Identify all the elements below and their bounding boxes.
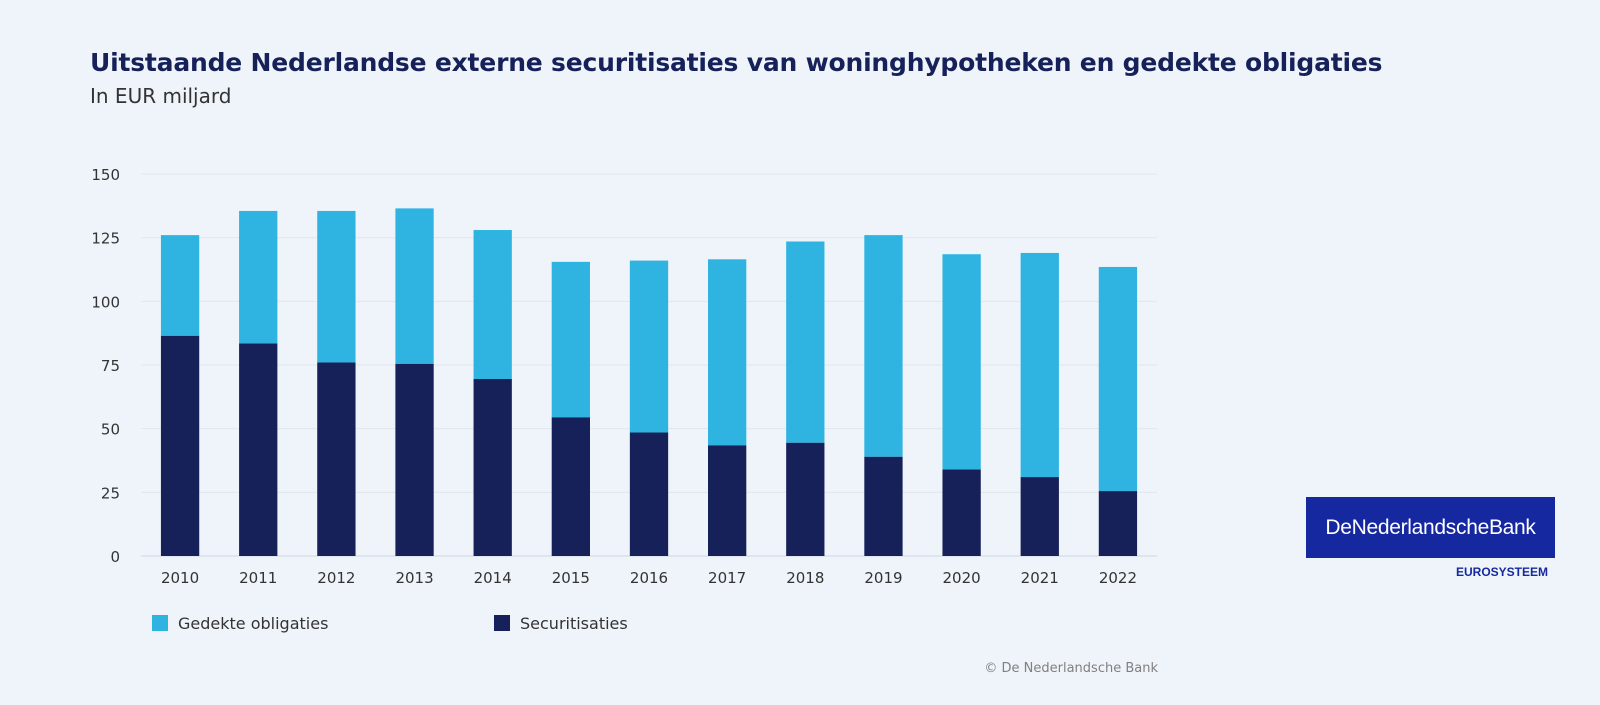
bar-gedekte-obligaties-2018 (786, 241, 825, 443)
x-tick-label-2022: 2022 (1099, 569, 1137, 587)
y-tick-label-25: 25 (101, 484, 120, 502)
x-tick-label-2010: 2010 (161, 569, 199, 587)
y-tick-label-50: 50 (101, 421, 120, 439)
x-tick-label-2012: 2012 (317, 569, 355, 587)
bar-securitisaties-2021 (1020, 477, 1059, 556)
bar-securitisaties-2018 (786, 442, 825, 556)
bar-securitisaties-2020 (942, 469, 981, 556)
bar-securitisaties-2011 (239, 343, 278, 556)
bar-gedekte-obligaties-2012 (317, 210, 356, 363)
y-tick-label-125: 125 (91, 230, 120, 248)
bar-gedekte-obligaties-2019 (864, 235, 903, 457)
bar-securitisaties-2013 (395, 363, 434, 556)
bar-gedekte-obligaties-2021 (1020, 252, 1059, 478)
bar-securitisaties-2022 (1098, 491, 1138, 556)
bar-securitisaties-2017 (708, 445, 747, 556)
bar-securitisaties-2016 (629, 432, 669, 556)
x-tick-label-2011: 2011 (239, 569, 277, 587)
y-tick-label-150: 150 (91, 166, 120, 184)
bar-securitisaties-2010 (160, 335, 200, 556)
bar-gedekte-obligaties-2015 (551, 261, 590, 418)
y-tick-label-100: 100 (91, 293, 120, 311)
x-tick-label-2019: 2019 (864, 569, 902, 587)
y-tick-label-0: 0 (110, 548, 120, 566)
x-tick-label-2020: 2020 (943, 569, 981, 587)
bar-gedekte-obligaties-2014 (473, 230, 512, 380)
x-tick-label-2021: 2021 (1021, 569, 1059, 587)
bar-securitisaties-2015 (551, 417, 590, 556)
y-tick-label-75: 75 (101, 357, 120, 375)
x-tick-label-2017: 2017 (708, 569, 746, 587)
bar-gedekte-obligaties-2010 (160, 235, 200, 336)
x-tick-label-2016: 2016 (630, 569, 668, 587)
x-tick-label-2018: 2018 (786, 569, 824, 587)
bar-gedekte-obligaties-2020 (942, 254, 981, 470)
dnb-logo-wordmark: DeNederlandscheBank (1325, 515, 1536, 539)
bar-gedekte-obligaties-2013 (395, 208, 434, 364)
x-tick-label-2013: 2013 (395, 569, 433, 587)
legend-swatch-gedekte-obligaties (152, 615, 168, 631)
bar-securitisaties-2014 (473, 379, 512, 556)
x-tick-label-2015: 2015 (552, 569, 590, 587)
bar-gedekte-obligaties-2022 (1098, 266, 1138, 492)
legend-label-securitisaties: Securitisaties (520, 613, 628, 633)
copyright-credit: © De Nederlandsche Bank (984, 661, 1158, 676)
bar-gedekte-obligaties-2017 (708, 259, 747, 446)
bar-securitisaties-2019 (864, 456, 903, 556)
bar-gedekte-obligaties-2011 (239, 210, 278, 344)
legend-item-securitisaties[interactable]: Securitisaties (494, 612, 628, 634)
dnb-logo-subtitle: EUROSYSTEEM (1456, 565, 1549, 579)
chart-subtitle: In EUR miljard (90, 84, 232, 108)
legend-swatch-securitisaties (494, 615, 510, 631)
dnb-logo: DeNederlandscheBank (1306, 497, 1555, 558)
chart-title: Uitstaande Nederlandse externe securitis… (90, 48, 1383, 77)
bar-gedekte-obligaties-2016 (629, 260, 669, 433)
legend-item-gedekte-obligaties[interactable]: Gedekte obligaties (152, 612, 328, 634)
legend-label-gedekte-obligaties: Gedekte obligaties (178, 613, 329, 633)
bar-securitisaties-2012 (317, 362, 356, 556)
x-tick-label-2014: 2014 (474, 569, 512, 587)
